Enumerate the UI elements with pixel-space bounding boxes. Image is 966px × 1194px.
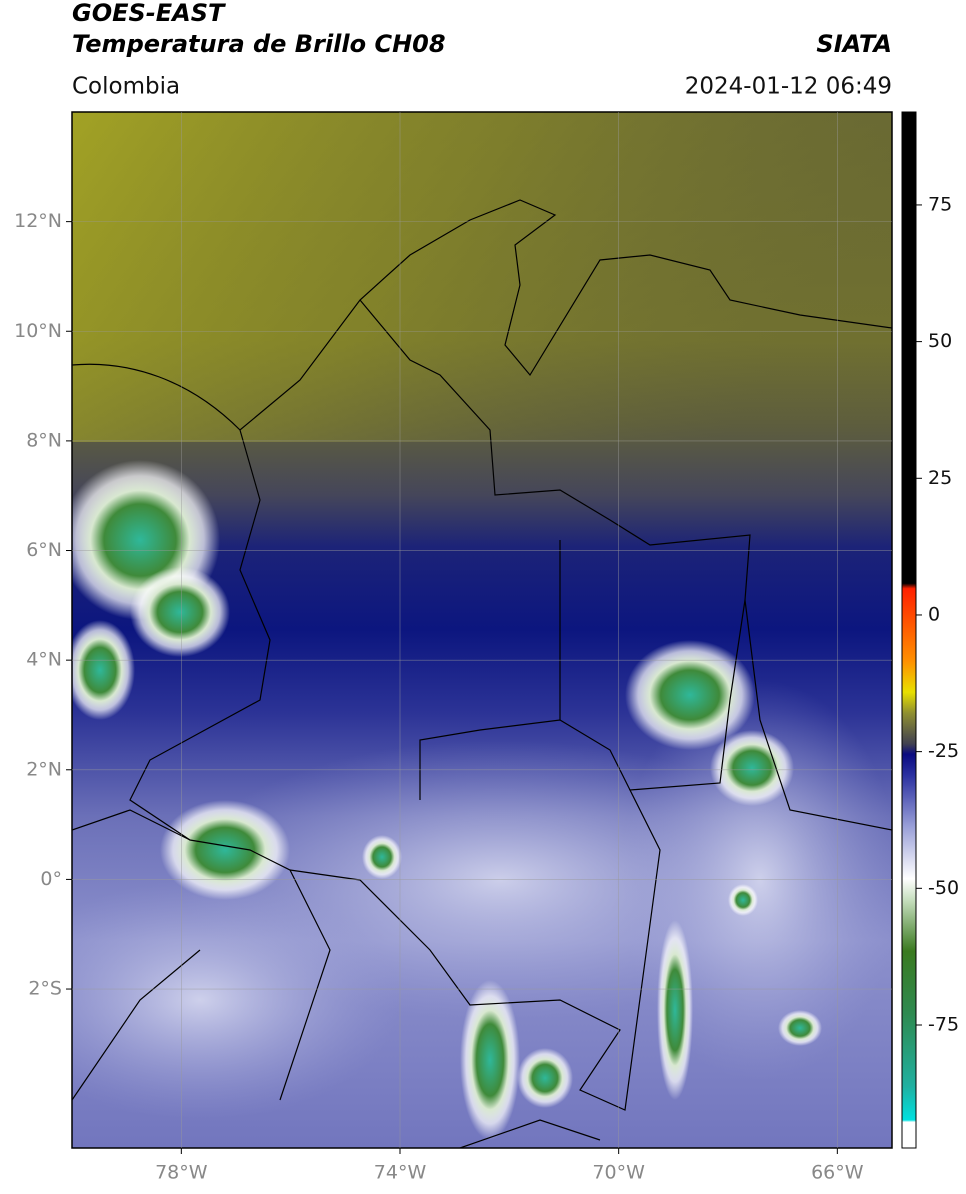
satellite-image — [72, 112, 892, 1148]
y-tick-label: 6°N — [26, 539, 62, 561]
title: GOES-EAST — [72, 0, 226, 27]
y-tick-label: 2°N — [26, 758, 62, 780]
organization: SIATA — [816, 30, 892, 58]
y-tick-label: 10°N — [14, 320, 62, 342]
map-frame — [71, 111, 893, 1149]
timestamp: 2024-01-12 06:49 — [685, 74, 892, 100]
colorbar-tick-label: -25 — [928, 740, 959, 762]
colorbar-tick-label: -75 — [928, 1013, 959, 1035]
x-tick-label: 66°W — [811, 1162, 864, 1184]
colorbar-tick-label: 75 — [928, 193, 952, 215]
y-tick-label: 12°N — [14, 210, 62, 232]
subtitle: Temperatura de Brillo CH08 — [72, 30, 446, 58]
colorbar-tick-label: 25 — [928, 467, 952, 489]
x-tick-label: 70°W — [592, 1162, 645, 1184]
colorbar-tick-label: -50 — [928, 877, 959, 899]
y-tick-label: 8°N — [26, 429, 62, 451]
colorbar-tick-label: 0 — [928, 603, 940, 625]
y-tick-label: 0° — [40, 868, 62, 890]
x-tick-label: 78°W — [155, 1162, 208, 1184]
region: Colombia — [72, 74, 180, 100]
colorbar-tick-label: 50 — [928, 330, 952, 352]
colorbar — [901, 111, 917, 1149]
y-tick-label: 2°S — [28, 978, 62, 1000]
y-tick-label: 4°N — [26, 649, 62, 671]
x-tick-label: 74°W — [374, 1162, 427, 1184]
